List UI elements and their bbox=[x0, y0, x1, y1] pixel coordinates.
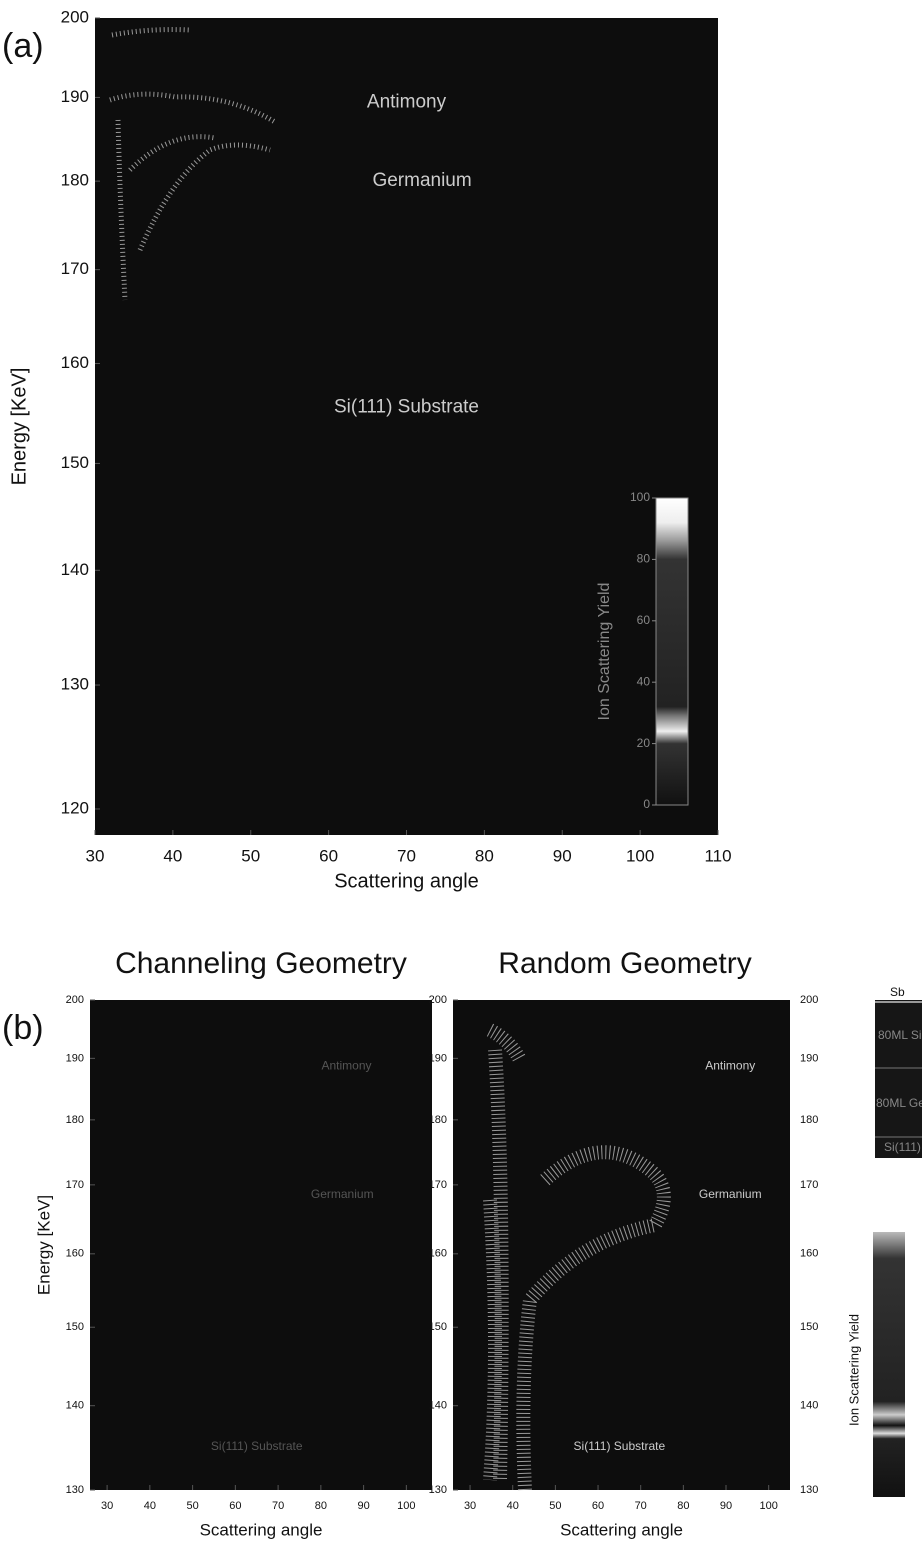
layer-label: 80ML Si bbox=[878, 1028, 922, 1042]
y-tick-label: 160 bbox=[429, 1248, 447, 1260]
plot-area bbox=[453, 1000, 790, 1490]
layer-label: Sb bbox=[890, 985, 905, 999]
x-tick-label: 50 bbox=[186, 1500, 198, 1512]
chart-title: Random Geometry bbox=[498, 947, 751, 980]
speckle bbox=[137, 142, 271, 251]
y-tick-label: 180 bbox=[429, 1114, 447, 1126]
colorbar-label: Ion Scattering Yield bbox=[596, 583, 613, 721]
y-tick-label: 180 bbox=[800, 1114, 818, 1126]
x-tick-label: 90 bbox=[720, 1500, 732, 1512]
x-tick-label: 70 bbox=[272, 1500, 284, 1512]
y-tick-label: 150 bbox=[66, 1321, 84, 1333]
x-tick-label: 70 bbox=[635, 1500, 647, 1512]
y-tick-label: 150 bbox=[61, 453, 89, 472]
x-tick-label: 100 bbox=[397, 1500, 415, 1512]
colorbar-tick-label: 100 bbox=[630, 490, 650, 504]
colorbar-tick-label: 60 bbox=[637, 613, 651, 627]
x-tick-label: 40 bbox=[144, 1500, 156, 1512]
annotation: Germanium bbox=[372, 170, 471, 191]
y-tick-label: 160 bbox=[800, 1248, 818, 1260]
y-tick-label: 150 bbox=[429, 1321, 447, 1333]
y-tick-label: 160 bbox=[61, 353, 89, 372]
y-axis-label: Energy [KeV] bbox=[34, 1195, 53, 1295]
layer-label: 80ML Ge bbox=[876, 1096, 922, 1110]
y-tick-label: 190 bbox=[429, 1052, 447, 1064]
x-tick-label: 80 bbox=[315, 1500, 327, 1512]
y-tick-label: 140 bbox=[800, 1400, 818, 1412]
y-tick-label: 190 bbox=[800, 1052, 818, 1064]
y-tick-label: 200 bbox=[800, 994, 818, 1006]
y-tick-label: 140 bbox=[66, 1400, 84, 1412]
y-axis-label: Energy [KeV] bbox=[8, 368, 30, 486]
x-tick-label: 30 bbox=[86, 846, 105, 865]
annotation: Antimony bbox=[321, 1058, 371, 1072]
x-tick-label: 80 bbox=[475, 846, 494, 865]
panel-label: (a) bbox=[2, 27, 44, 65]
colorbar-tick-label: 40 bbox=[637, 674, 651, 688]
y-tick-label: 180 bbox=[66, 1114, 84, 1126]
y-tick-label: 170 bbox=[66, 1179, 84, 1191]
annotation: Germanium bbox=[699, 1187, 762, 1201]
colorbar bbox=[655, 497, 689, 806]
y-tick-label: 200 bbox=[61, 7, 89, 26]
chart-title: Channeling Geometry bbox=[115, 947, 407, 980]
y-tick-label: 200 bbox=[429, 994, 447, 1006]
y-tick-label: 200 bbox=[66, 994, 84, 1006]
y-tick-label: 130 bbox=[800, 1484, 818, 1496]
layer-diagram: Sb 80ML Si 80ML Ge Si(111) bbox=[875, 985, 922, 1158]
annotation: Si(111) Substrate bbox=[334, 397, 479, 418]
x-tick-label: 30 bbox=[464, 1500, 476, 1512]
x-tick-label: 60 bbox=[319, 846, 338, 865]
y-tick-label: 130 bbox=[66, 1484, 84, 1496]
x-axis-label: Scattering angle bbox=[200, 1520, 323, 1539]
colorbar bbox=[873, 1232, 905, 1497]
y-tick-label: 190 bbox=[61, 87, 89, 106]
annotation: Si(111) Substrate bbox=[211, 1439, 303, 1453]
colorbar-tick-label: 20 bbox=[637, 736, 651, 750]
colorbar-label: Ion Scattering Yield bbox=[846, 1314, 861, 1426]
y-tick-label: 190 bbox=[66, 1052, 84, 1064]
y-tick-label: 150 bbox=[800, 1321, 818, 1333]
x-tick-label: 100 bbox=[759, 1500, 777, 1512]
y-tick-label: 170 bbox=[800, 1179, 818, 1191]
plot-area bbox=[90, 1000, 432, 1490]
annotation: Germanium bbox=[311, 1187, 374, 1201]
y-tick-label: 160 bbox=[66, 1248, 84, 1260]
x-tick-label: 60 bbox=[592, 1500, 604, 1512]
annotation: Antimony bbox=[367, 91, 447, 112]
x-tick-label: 60 bbox=[229, 1500, 241, 1512]
y-tick-label: 130 bbox=[429, 1484, 447, 1496]
x-tick-label: 80 bbox=[677, 1500, 689, 1512]
x-tick-label: 70 bbox=[397, 846, 416, 865]
y-tick-label: 170 bbox=[429, 1179, 447, 1191]
x-tick-label: 50 bbox=[241, 846, 260, 865]
plot-area bbox=[95, 18, 718, 835]
y-tick-label: 120 bbox=[61, 798, 89, 817]
x-axis-label: Scattering angle bbox=[560, 1520, 683, 1539]
x-tick-label: 110 bbox=[704, 846, 731, 865]
layer-stack bbox=[875, 1000, 922, 1158]
x-tick-label: 40 bbox=[507, 1500, 519, 1512]
y-tick-label: 130 bbox=[61, 675, 89, 694]
x-tick-label: 90 bbox=[357, 1500, 369, 1512]
annotation: Si(111) Substrate bbox=[574, 1439, 666, 1453]
annotation: Antimony bbox=[705, 1058, 755, 1072]
y-tick-label: 140 bbox=[61, 560, 89, 579]
x-axis-label: Scattering angle bbox=[334, 870, 479, 892]
panel-label: (b) bbox=[2, 1009, 44, 1047]
y-tick-label: 170 bbox=[61, 259, 89, 278]
y-tick-label: 140 bbox=[429, 1400, 447, 1412]
x-tick-label: 100 bbox=[626, 846, 654, 865]
layer-label: Si(111) bbox=[884, 1140, 921, 1154]
x-tick-label: 40 bbox=[163, 846, 182, 865]
colorbar-tick-label: 0 bbox=[643, 797, 650, 811]
speckle bbox=[115, 119, 128, 301]
x-tick-label: 90 bbox=[553, 846, 572, 865]
x-tick-label: 30 bbox=[101, 1500, 113, 1512]
y-tick-label: 180 bbox=[61, 171, 89, 190]
x-tick-label: 50 bbox=[549, 1500, 561, 1512]
colorbar-tick-label: 80 bbox=[637, 552, 651, 566]
